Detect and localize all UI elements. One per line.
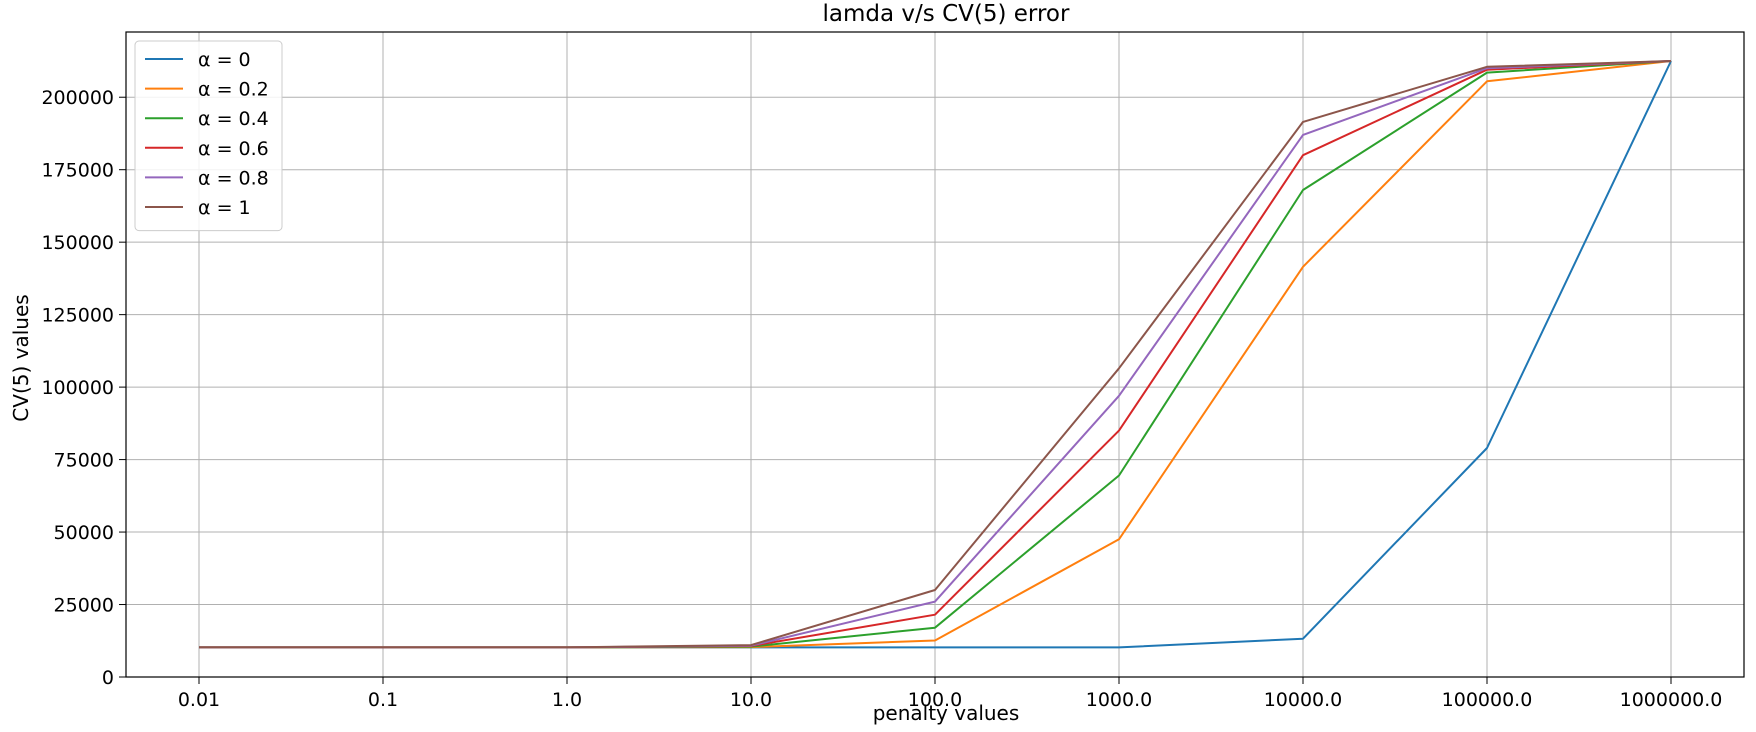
x-tick-label: 1000000.0 [1620,689,1723,711]
chart-title: lamda v/s CV(5) error [823,1,1070,27]
y-tick-label: 175000 [41,160,114,182]
y-tick-label: 200000 [41,87,114,109]
series-lines [199,60,1672,649]
y-tick-label: 75000 [54,450,114,472]
legend-label: α = 0.4 [198,108,269,130]
axes: 0.01 0.1 1.0 10.0 100.0 1000.0 10000.0 100000.0… [41,31,1745,711]
series-line [199,60,1672,649]
x-axis-label: penalty values [873,701,1020,725]
legend: α = 0 α = 0.2 α = 0.4 α = 0.6 α = 0.8 α = 1 [134,40,283,232]
y-tick-label: 150000 [41,232,114,254]
x-tick-label: 10000.0 [1264,689,1343,711]
y-tick-label: 50000 [54,522,114,544]
legend-label: α = 0.8 [198,167,269,189]
x-tick-label: 100.0 [908,689,962,711]
x-tick-label: 1.0 [552,689,582,711]
y-tick-label: 125000 [41,305,114,327]
x-tick-label: 10.0 [730,689,772,711]
y-axis-label: CV(5) values [9,294,33,421]
plot-frame [125,31,1745,678]
x-tick-label: 0.01 [178,689,220,711]
legend-label: α = 0.2 [198,79,269,101]
y-tick-label: 0 [102,667,114,689]
x-tick-label: 100000.0 [1442,689,1533,711]
x-tick-label: 0.1 [368,689,398,711]
legend-label: α = 1 [198,197,251,219]
legend-label: α = 0 [198,49,251,71]
y-tick-label: 25000 [54,595,114,617]
legend-label: α = 0.6 [198,138,269,160]
y-tick-label: 100000 [41,377,114,399]
x-tick-label: 1000.0 [1086,689,1152,711]
grid-lines [126,32,1744,678]
